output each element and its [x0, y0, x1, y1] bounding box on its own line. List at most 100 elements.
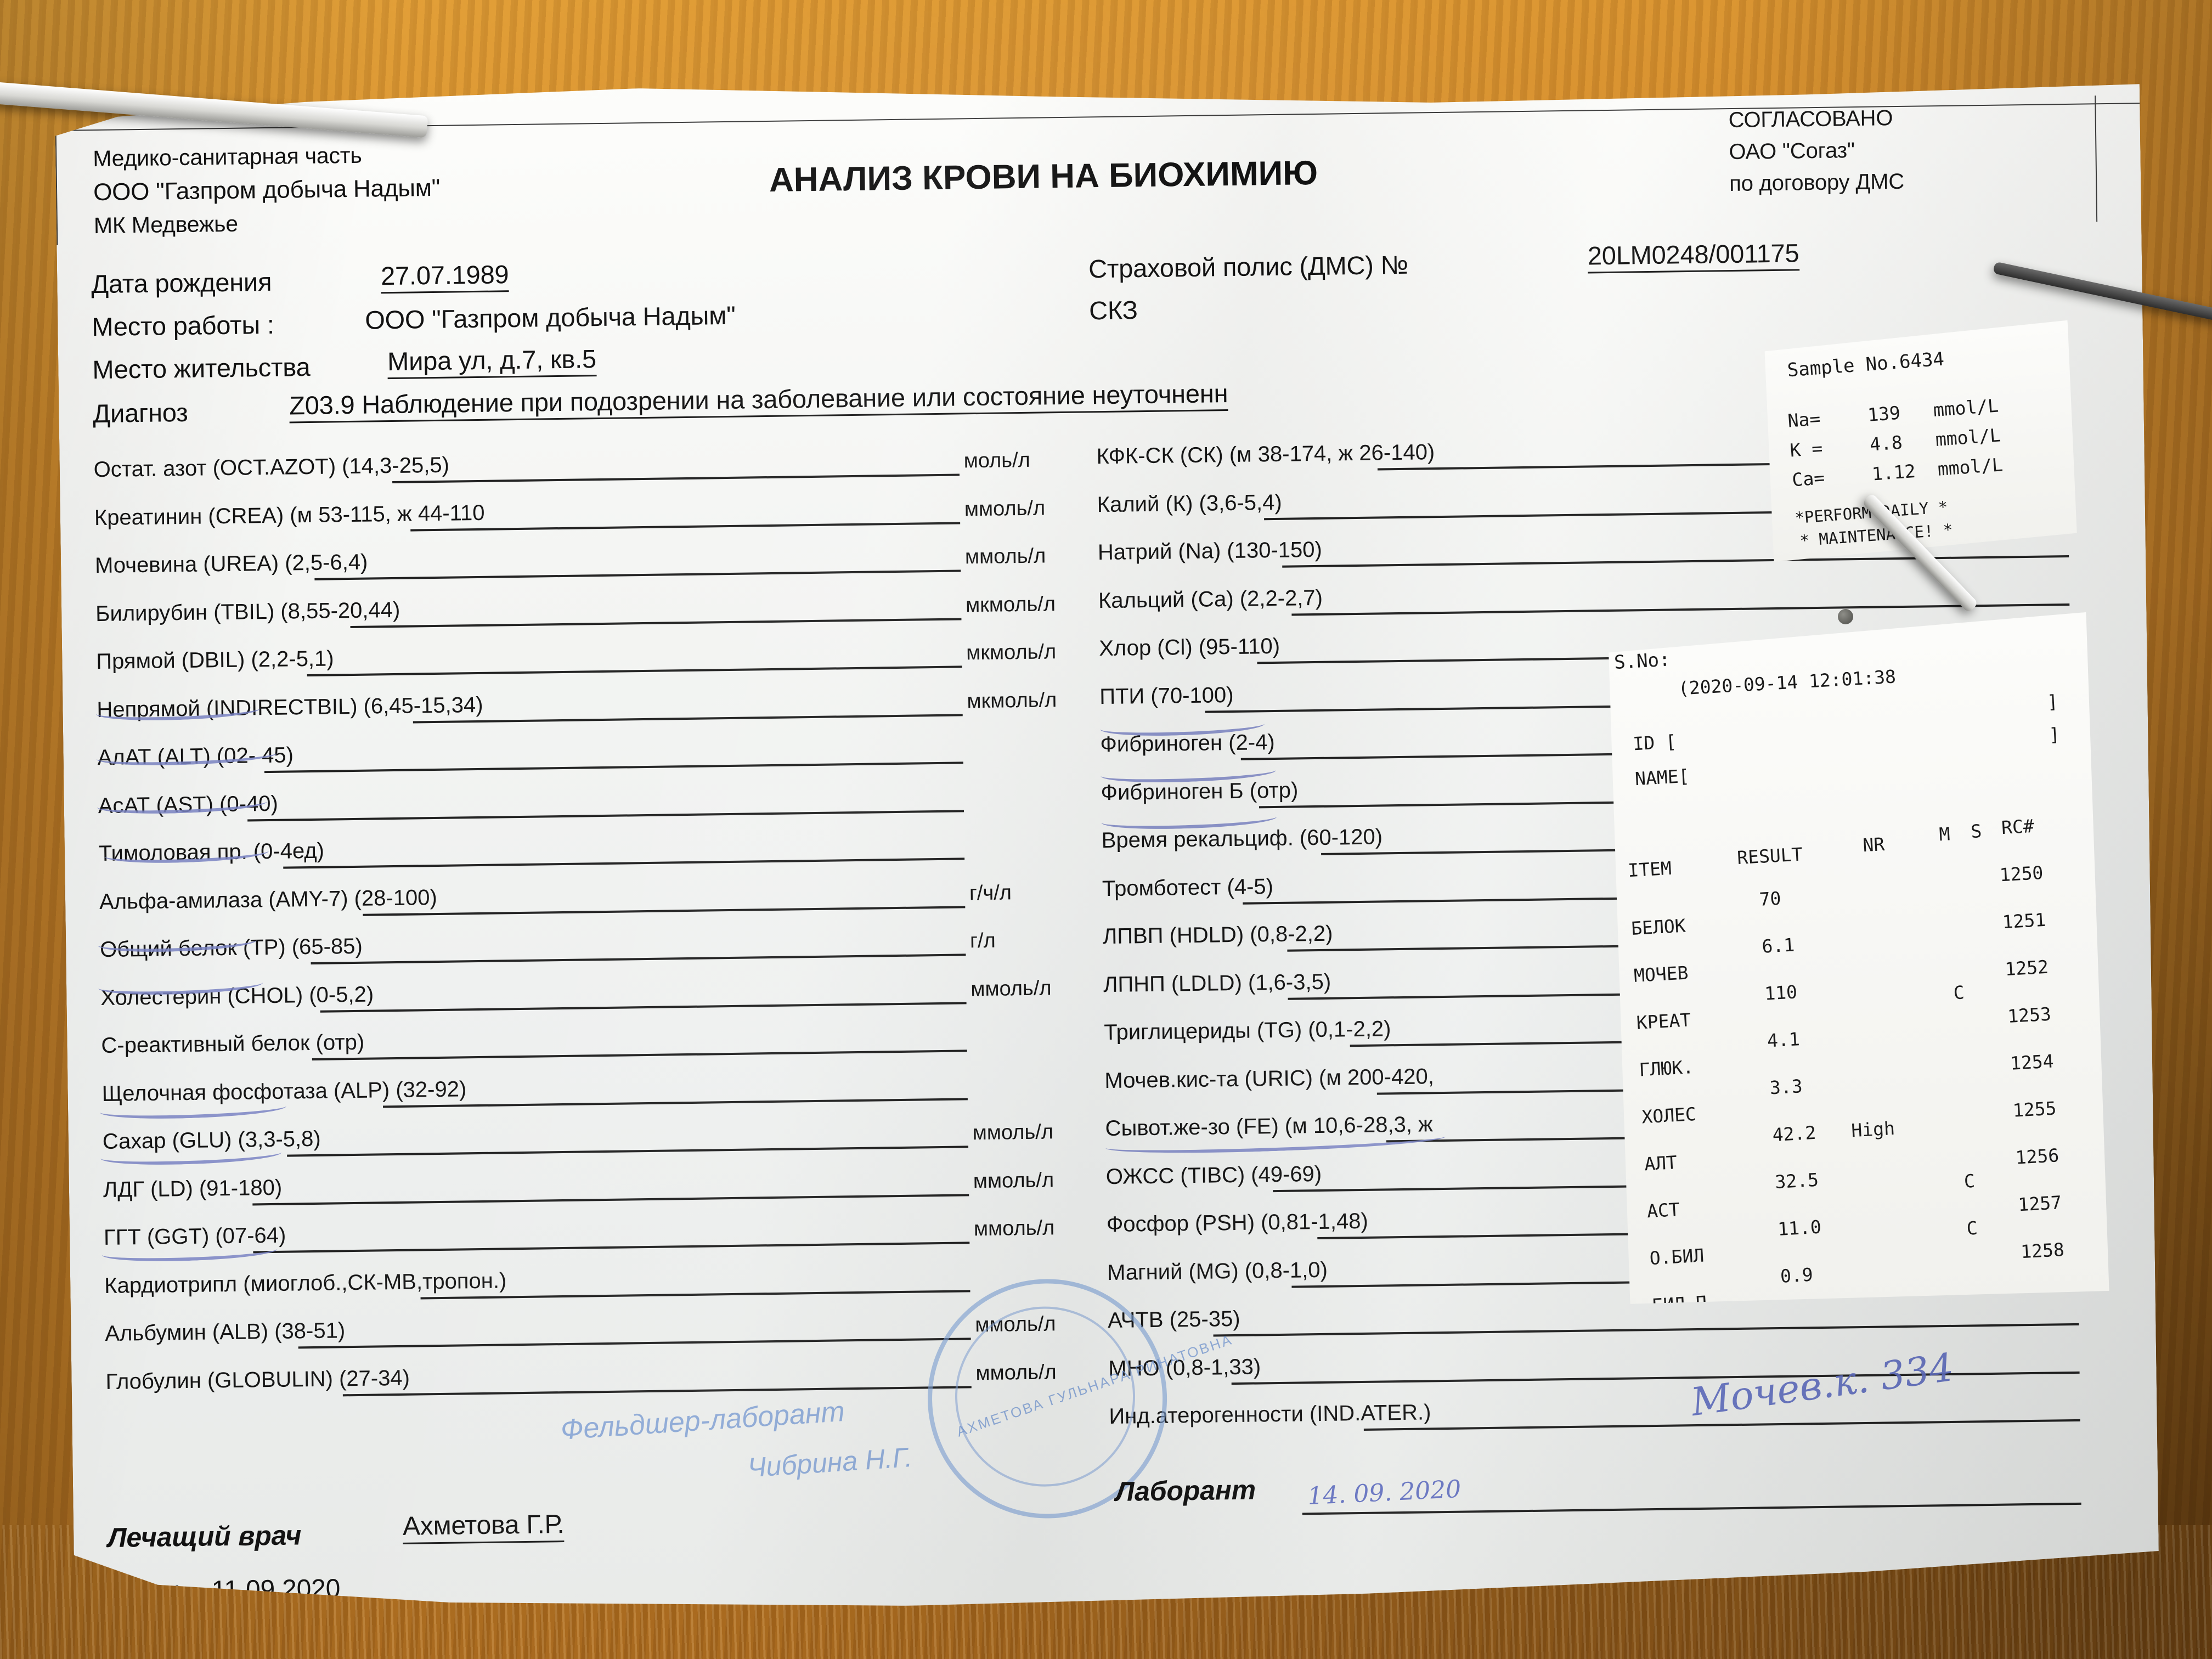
slip-big-result: 70: [1758, 887, 1782, 910]
lab-technician-label: Лаборант: [1115, 1474, 1256, 1507]
test-row-fill-line[interactable]: [363, 906, 965, 916]
approval-line-3: по договору ДМС: [1729, 169, 1905, 196]
test-row-fill-line[interactable]: [283, 857, 964, 868]
test-row-fill-line[interactable]: [351, 618, 962, 628]
test-row-label: Глобулин (GLOBULIN) (27-34): [105, 1365, 410, 1394]
test-row-fill-line[interactable]: [413, 714, 963, 723]
stamp-name-text: Чибрина Н.Г.: [747, 1441, 913, 1483]
test-row-label: Кальций (Са) (2,2-2,7): [1098, 585, 1323, 613]
analyzer-slip-small: Sample No.6434 Na= 139 mmol/L K = 4.8 mmol/L C…: [1758, 320, 2084, 562]
test-row-unit: г/ч/л: [969, 881, 1012, 905]
slip-big-ms: C: [1966, 1217, 1978, 1239]
test-row-fill-line[interactable]: [264, 761, 963, 773]
handwritten-note: Мочев.к. 334: [1688, 1344, 1956, 1425]
slip-big-ms: C: [1953, 981, 1965, 1004]
test-row-fill-line[interactable]: [392, 473, 960, 483]
birth-date-label: Дата рождения: [91, 267, 272, 299]
slip-big-item: О.БИЛ: [1649, 1244, 1705, 1269]
address-value: Мира ул, д.7, кв.5: [387, 343, 596, 379]
test-row-label: Кардиотрипл (миоглоб.,СК-МВ,тропон.): [104, 1268, 507, 1298]
test-row-label: ЛПНП (LDLD) (1,6-3,5): [1103, 969, 1331, 997]
test-row-fill-line[interactable]: [311, 953, 966, 964]
slip-big-flag: High: [1850, 1117, 1895, 1142]
test-row-unit: мкмоль/л: [966, 640, 1057, 665]
test-row-fill-line[interactable]: [312, 1049, 967, 1060]
test-row-fill-line[interactable]: [253, 1242, 969, 1253]
test-row-fill-line[interactable]: [307, 665, 962, 676]
policy-label: Страховой полис (ДМС) №: [1088, 250, 1409, 284]
test-row-unit: ммоль/л: [972, 1120, 1054, 1145]
slip-big-result: 0.9: [1780, 1263, 1814, 1287]
slip-big-item: АСТ: [1646, 1198, 1680, 1222]
test-row-fill-line[interactable]: [1214, 1323, 2079, 1337]
slip-big-id-close: ]: [2046, 690, 2059, 713]
diagnosis-label: Диагноз: [93, 397, 188, 428]
pen-tip: [1838, 609, 1853, 624]
slip-big-rc: 1255: [2012, 1097, 2057, 1121]
test-row-fill-line[interactable]: [383, 1098, 968, 1108]
test-row-unit: ммоль/л: [964, 544, 1046, 569]
slip-big-item: ГЛЮК.: [1638, 1056, 1694, 1081]
test-row-fill-line[interactable]: [320, 1002, 967, 1012]
test-row-label: Остат. азот (OCT.AZOT) (14,3-25,5): [93, 453, 450, 482]
slip-small-value: 139: [1866, 402, 1901, 426]
test-row-label: Прямой (DBIL) (2,2-5,1): [96, 646, 334, 674]
approval-line-1: СОГЛАСОВАНО: [1728, 106, 1893, 133]
slip-big-header-m: M: [1938, 823, 1951, 845]
test-row-label: Натрий (Na) (130-150): [1097, 537, 1323, 565]
test-row-unit: моль/л: [963, 448, 1031, 473]
slip-small-name: Ca=: [1791, 467, 1826, 491]
approval-right-border: [2095, 95, 2097, 222]
test-row-fill-line[interactable]: [343, 1386, 972, 1396]
test-row-label: Альфа-амилаза (AMY-7) (28-100): [99, 885, 438, 914]
slip-big-result: 110: [1764, 981, 1798, 1005]
test-row-label: Креатинин (CREA) (м 53-115, ж 44-110: [94, 500, 485, 530]
test-row-label: ЛДГ (LD) (91-180): [103, 1175, 283, 1202]
policy-value: 20LM0248/001175: [1588, 238, 1799, 273]
test-row-fill-line[interactable]: [287, 1146, 968, 1156]
slip-big-result: 11.0: [1777, 1216, 1822, 1240]
test-row-fill-line[interactable]: [247, 810, 964, 821]
slip-big-result: 4.1: [1767, 1028, 1801, 1052]
test-row-fill-line[interactable]: [252, 1194, 969, 1205]
slip-small-name: K =: [1789, 437, 1824, 461]
test-row-unit: ммоль/л: [964, 496, 1046, 521]
test-row-label: ЛПВП (HDLD) (0,8-2,2): [1102, 921, 1333, 949]
slip-big-ms: C: [1963, 1170, 1976, 1192]
org-line-2: ООО "Газпром добыча Надым": [93, 174, 441, 206]
stamp-role-text: Фельдшер-лаборант: [560, 1395, 846, 1446]
lab-technician-date: 14. 09. 2020: [1307, 1475, 1462, 1511]
workplace-value: ООО "Газпром добыча Надым": [364, 300, 736, 335]
analyzer-slip-big: S.No: (2020-09-14 12:01:38 ID [ ] NAME[ …: [1593, 612, 2124, 1324]
slip-big-rc: 1256: [2015, 1144, 2060, 1169]
test-row-label: ПТИ (70-100): [1099, 682, 1234, 709]
slip-big-name-label: NAME[: [1634, 765, 1690, 790]
slip-big-result: 32.5: [1774, 1169, 1819, 1193]
test-row-label: Триглицериды (TG) (0,1-2,2): [1104, 1017, 1391, 1045]
test-row-fill-line[interactable]: [298, 1338, 971, 1348]
test-row-unit: ммоль/л: [970, 976, 1052, 1001]
test-row-fill-line[interactable]: [314, 569, 961, 580]
slip-big-result: 3.3: [1769, 1075, 1803, 1099]
policy-sub-label: СКЗ: [1088, 295, 1138, 325]
address-label: Место жительства: [92, 352, 311, 385]
test-row-label: Тромботест (4-5): [1102, 874, 1274, 901]
slip-big-header-nr: NR: [1862, 833, 1886, 856]
test-row-label: Калий (К) (3,6-5,4): [1097, 490, 1282, 517]
test-row-label: Фосфор (PSH) (0,81-1,48): [1106, 1209, 1369, 1237]
slip-small-value: 1.12: [1871, 460, 1916, 485]
org-line-3: МК Медвежье: [93, 211, 239, 239]
slip-big-timestamp: (2020-09-14 12:01:38: [1677, 665, 1897, 699]
birth-date-value: 27.07.1989: [381, 259, 509, 294]
test-row-label: Хлор (Cl) (95-110): [1098, 634, 1280, 661]
diagnosis-value: Z03.9 Наблюдение при подозрении на забол…: [289, 378, 1228, 423]
test-row-fill-line[interactable]: [410, 522, 960, 531]
slip-big-rc: 1254: [2010, 1050, 2055, 1074]
workplace-label: Место работы :: [92, 309, 275, 342]
test-row-fill-line[interactable]: [1282, 555, 2069, 568]
slip-big-header-item: ITEM: [1627, 857, 1672, 882]
test-row-label: Время рекальциф. (60-120): [1101, 825, 1383, 853]
test-row-fill-line[interactable]: [1291, 603, 2069, 616]
slip-small-unit: mmol/L: [1932, 394, 2000, 421]
